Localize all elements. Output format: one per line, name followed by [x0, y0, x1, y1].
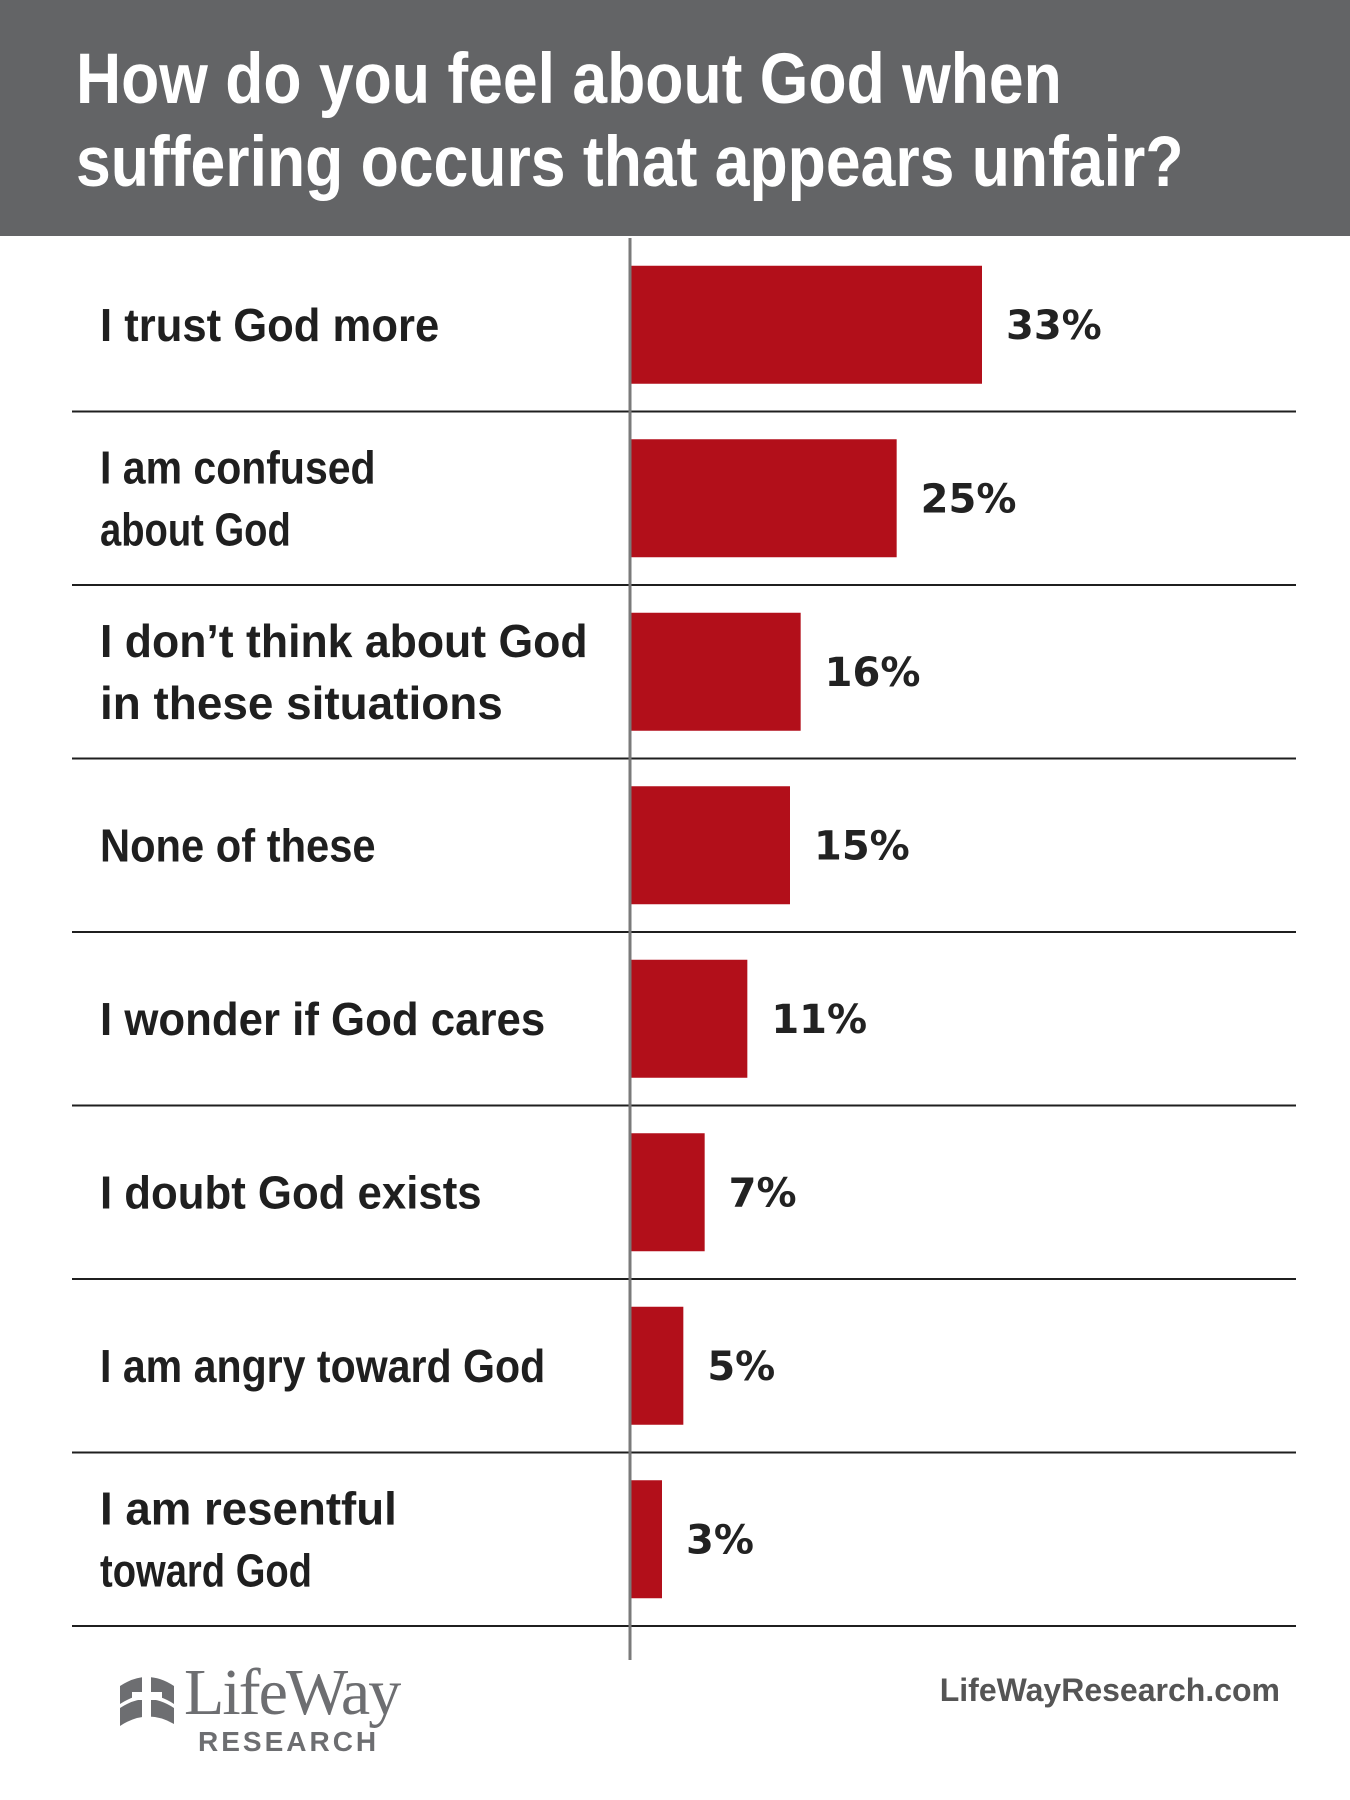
- category-label-8: I am resentful toward God: [100, 1482, 397, 1596]
- logo-wordmark: LifeWay: [184, 1656, 401, 1729]
- category-label-line: toward God: [100, 1544, 312, 1596]
- value-label-2: 25%: [921, 476, 1017, 522]
- category-label-line: I am confused: [100, 441, 376, 493]
- category-label-line: I don’t think about God: [100, 615, 588, 667]
- chart-title-line-1: How do you feel about God when: [76, 40, 1062, 119]
- value-label-5: 11%: [771, 997, 867, 1043]
- category-label-line: about God: [100, 503, 291, 555]
- value-label-7: 5%: [707, 1344, 775, 1390]
- lifeway-logo: LifeWay RESEARCH: [112, 1658, 432, 1758]
- logo-subtext: RESEARCH: [198, 1726, 380, 1757]
- category-label-4: None of these: [100, 819, 376, 871]
- website-link[interactable]: LifeWayResearch.com: [939, 1672, 1280, 1708]
- bar-1: [630, 265, 982, 384]
- chart-title: How do you feel about God when suffering…: [76, 38, 1184, 204]
- category-label-line: I doubt God exists: [100, 1166, 482, 1218]
- bar-4: [630, 786, 790, 905]
- title-banner: How do you feel about God when suffering…: [0, 0, 1350, 236]
- category-label-line: in these situations: [100, 677, 503, 729]
- bar-2: [630, 439, 897, 558]
- category-label-line: I am resentful: [100, 1482, 397, 1534]
- category-label-line: I am angry toward God: [100, 1340, 545, 1392]
- bar-5: [630, 959, 748, 1078]
- category-label-5: I wonder if God cares: [100, 993, 545, 1045]
- category-label-line: I wonder if God cares: [100, 993, 545, 1045]
- value-label-3: 16%: [825, 650, 921, 696]
- bar-8: [630, 1480, 662, 1599]
- category-label-2: I am confused about God: [100, 441, 376, 555]
- category-label-3: I don’t think about God in these situatio…: [100, 615, 588, 729]
- bar-7: [630, 1306, 684, 1425]
- chart-title-line-2: suffering occurs that appears unfair?: [76, 123, 1184, 202]
- bar-chart: 33% I trust God more 25% I am confused about…: [72, 238, 1296, 1660]
- bar-6: [630, 1133, 705, 1252]
- value-label-6: 7%: [729, 1170, 797, 1216]
- value-label-1: 33%: [1006, 303, 1102, 349]
- category-label-7: I am angry toward God: [100, 1340, 545, 1392]
- category-label-1: I trust God more: [100, 299, 439, 351]
- category-label-6: I doubt God exists: [100, 1166, 482, 1218]
- category-label-line: None of these: [100, 819, 376, 871]
- category-label-line: I trust God more: [100, 299, 439, 351]
- bar-3: [630, 612, 801, 731]
- lifeway-logo-mark-icon: [120, 1674, 174, 1726]
- value-label-4: 15%: [814, 823, 910, 869]
- value-label-8: 3%: [686, 1517, 754, 1563]
